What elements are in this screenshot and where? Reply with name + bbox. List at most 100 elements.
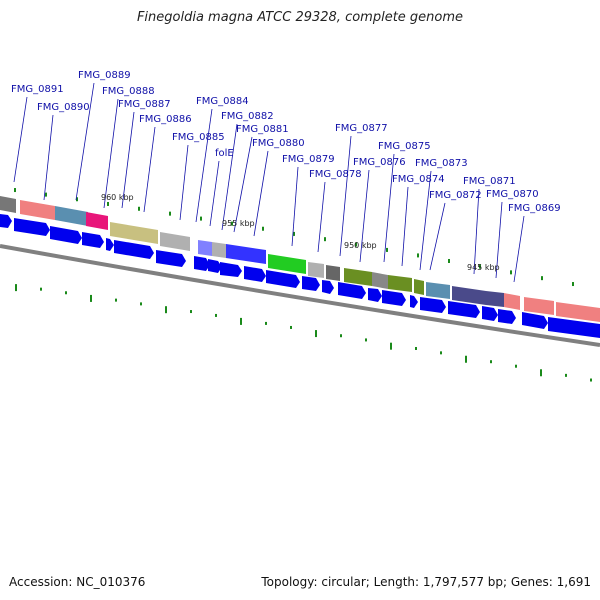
tick-mark <box>115 298 117 302</box>
tick-mark <box>417 253 419 258</box>
tick-mark <box>262 226 264 231</box>
leader-line <box>339 135 352 257</box>
tick-mark <box>540 369 542 377</box>
gene-label: FMG_0874 <box>392 174 445 185</box>
tick-mark <box>515 364 517 368</box>
leader-line <box>195 108 213 223</box>
gene-label: FMG_0882 <box>221 111 274 122</box>
gene-label: FMG_0891 <box>11 84 64 95</box>
leader-line <box>513 215 525 283</box>
tick-mark <box>390 342 392 350</box>
leader-line <box>401 186 409 267</box>
leader-line <box>495 201 503 279</box>
kbp-label: 960 kbp <box>101 193 134 202</box>
tick-mark <box>465 355 467 363</box>
tick-mark <box>293 231 295 236</box>
leader-line <box>291 166 299 247</box>
gene-label: FMG_0875 <box>378 141 431 152</box>
gene-label: FMG_0872 <box>429 190 482 201</box>
leader-line <box>43 114 54 201</box>
tick-mark <box>355 242 357 247</box>
gene-label: FMG_0870 <box>486 189 539 200</box>
tick-mark <box>541 276 543 281</box>
tick-mark <box>290 325 292 329</box>
gene-label: FMG_0890 <box>37 102 90 113</box>
leader-line <box>383 153 395 263</box>
map-title: Finegoldia magna ATCC 29328, complete ge… <box>136 10 464 25</box>
gene-label-leaders <box>13 82 525 283</box>
gene-label: FMG_0877 <box>335 123 388 134</box>
tick-mark <box>15 284 17 292</box>
leader-line <box>429 202 446 271</box>
leader-line <box>221 123 238 231</box>
gene-label: FMG_0869 <box>508 203 561 214</box>
gene-label: FMG_0880 <box>252 138 305 149</box>
leader-line <box>13 96 28 183</box>
tick-mark <box>510 270 512 275</box>
gene-label: FMG_0887 <box>118 99 171 110</box>
tick-mark <box>365 338 367 342</box>
leader-line <box>253 150 269 237</box>
gene-label: FMG_0878 <box>309 169 362 180</box>
cog-feature-ring <box>0 196 600 322</box>
gene-label: folE <box>215 148 234 159</box>
genome-summary-text: Topology: circular; Length: 1,797,577 bp… <box>261 575 591 589</box>
leader-line <box>317 181 326 253</box>
kbp-label: 945 kbp <box>467 263 500 272</box>
tick-mark <box>324 237 326 242</box>
leader-line <box>75 82 95 201</box>
tick-mark <box>40 287 42 291</box>
green-tick-marks <box>14 188 592 382</box>
tick-mark <box>440 351 442 355</box>
kbp-label: 955 kbp <box>222 219 255 228</box>
gene-label: FMG_0889 <box>78 70 131 81</box>
tick-mark <box>169 211 171 216</box>
tick-mark <box>315 330 317 338</box>
leader-line <box>143 126 156 213</box>
tick-mark <box>65 291 67 295</box>
leader-line <box>103 98 119 209</box>
leader-line <box>359 169 370 263</box>
tick-mark <box>340 334 342 338</box>
tick-mark <box>565 373 567 377</box>
gene-labels: FMG_0891 FMG_0890 FMG_0889 FMG_0888 FMG_… <box>11 70 561 214</box>
tick-mark <box>231 221 233 226</box>
gene-label: FMG_0884 <box>196 96 249 107</box>
tick-mark <box>490 360 492 364</box>
tick-mark <box>14 188 16 193</box>
gene-label: FMG_0888 <box>102 86 155 97</box>
tick-mark <box>240 317 242 325</box>
tick-mark <box>415 346 417 350</box>
leader-line <box>179 144 189 221</box>
accession-text: Accession: NC_010376 <box>9 575 146 589</box>
tick-mark <box>107 201 109 206</box>
gene-label: FMG_0871 <box>463 176 516 187</box>
kbp-position-labels: 960 kbp 955 kbp 950 kbp 945 kbp <box>101 193 500 272</box>
gene-label: FMG_0873 <box>415 158 468 169</box>
tick-mark <box>448 258 450 263</box>
leader-line <box>233 136 253 233</box>
leader-line <box>209 160 220 227</box>
gene-label: FMG_0886 <box>139 114 192 125</box>
tick-mark <box>590 378 592 382</box>
gene-label: FMG_0879 <box>282 154 335 165</box>
gene-label: FMG_0881 <box>236 124 289 135</box>
tick-mark <box>90 294 92 302</box>
tick-mark <box>138 206 140 211</box>
tick-mark <box>386 247 388 252</box>
leader-line <box>419 170 432 271</box>
leader-line <box>121 111 135 209</box>
tick-mark <box>200 216 202 221</box>
gene-arrow-track <box>0 214 600 338</box>
tick-mark <box>190 310 192 314</box>
kbp-label: 950 kbp <box>344 241 377 250</box>
tick-mark <box>265 321 267 325</box>
tick-mark <box>76 197 78 202</box>
leader-line <box>473 188 480 275</box>
tick-mark <box>479 264 481 269</box>
genome-backbone <box>0 244 600 347</box>
tick-mark <box>140 302 142 306</box>
tick-mark <box>165 306 167 314</box>
tick-mark <box>572 282 574 287</box>
